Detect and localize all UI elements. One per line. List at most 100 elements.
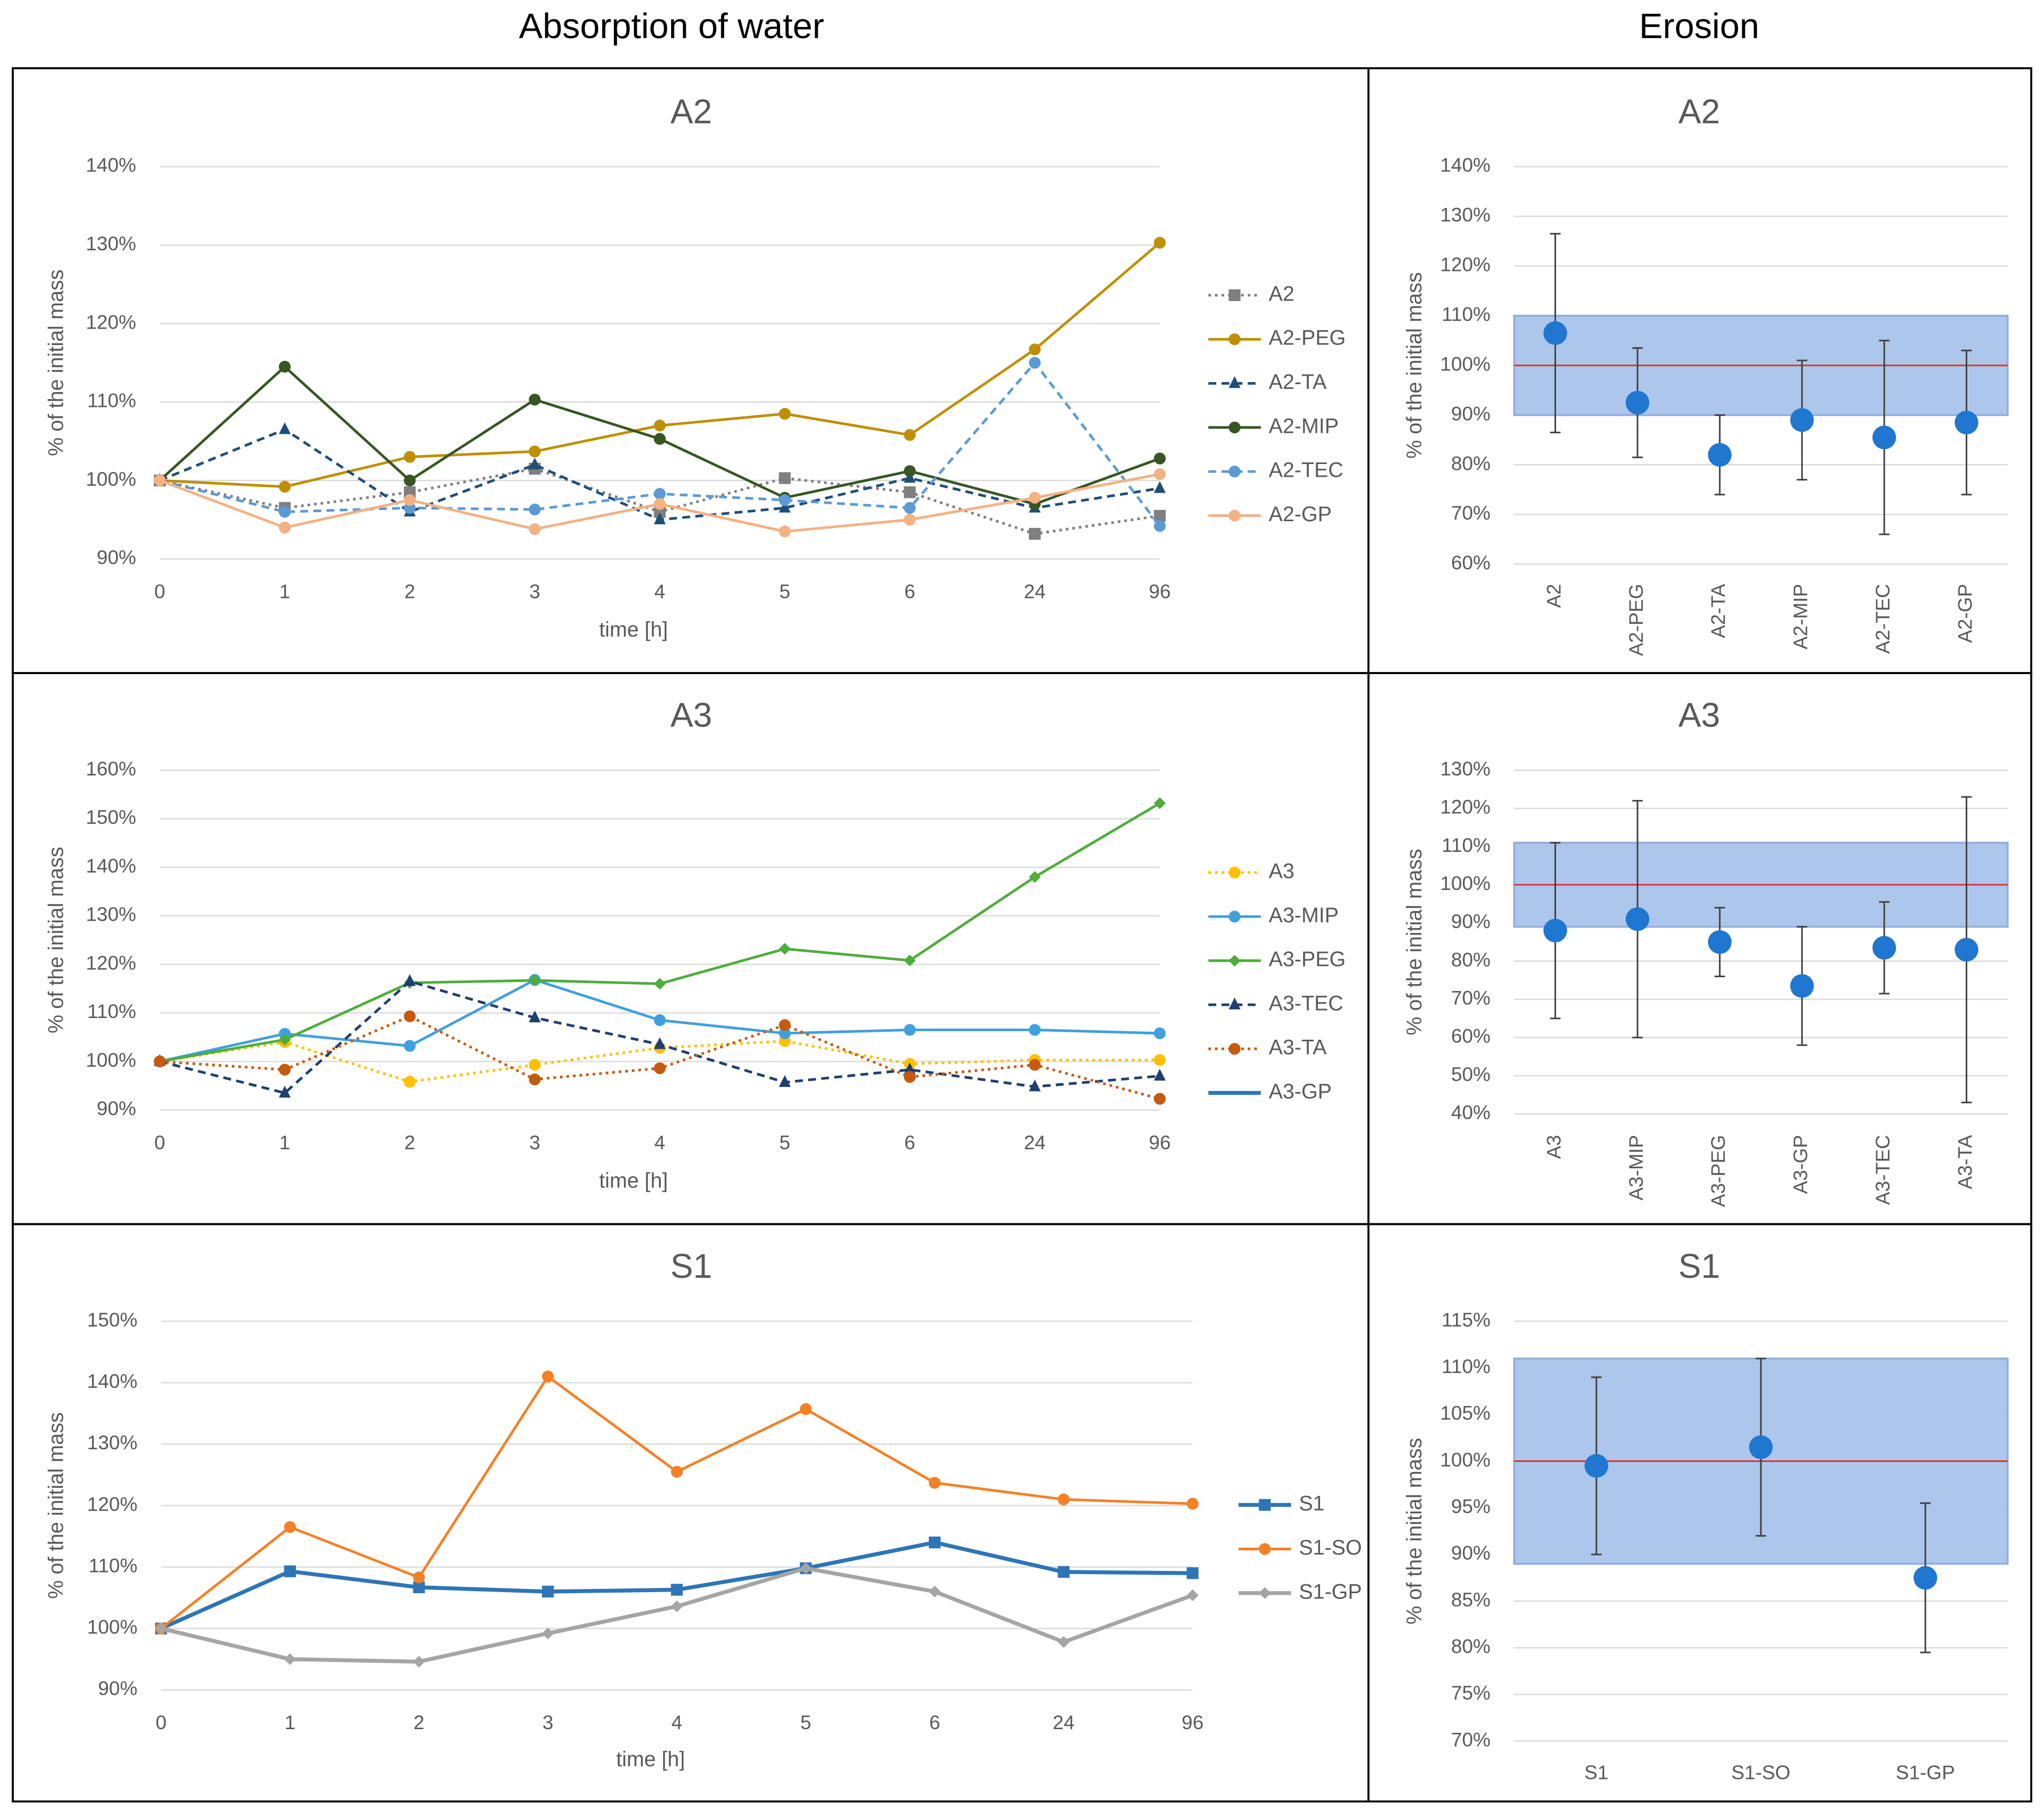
y-tick-label: 110% <box>1442 303 1490 325</box>
x-tick-label: 1 <box>279 1131 291 1153</box>
data-point <box>671 1584 683 1596</box>
y-tick-label: 110% <box>87 389 136 412</box>
data-point <box>800 1403 812 1415</box>
data-point <box>779 407 791 420</box>
x-tick-label: A3-TEC <box>1871 1135 1894 1205</box>
data-point <box>654 1037 666 1049</box>
data-point <box>529 394 541 406</box>
x-tick-label: 24 <box>1024 1131 1045 1153</box>
y-tick-label: 80% <box>1451 948 1490 970</box>
y-tick-label: 90% <box>1451 402 1490 424</box>
data-point <box>903 1071 916 1083</box>
data-point <box>404 974 416 986</box>
data-point <box>413 1581 425 1594</box>
y-tick-label: 110% <box>88 1554 137 1576</box>
x-tick-label: A2-TA <box>1707 584 1729 638</box>
data-point <box>779 1027 791 1040</box>
legend-label: A2-PEG <box>1269 326 1345 350</box>
data-point <box>1154 468 1166 480</box>
data-point <box>278 1064 291 1076</box>
legend-marker <box>1228 866 1241 879</box>
x-tick-label: 1 <box>285 1711 296 1733</box>
legend-label: A2-TEC <box>1269 459 1343 482</box>
legend-label: A2-TA <box>1269 370 1327 394</box>
x-tick-label: A3-PEG <box>1707 1135 1729 1207</box>
y-tick-label: 80% <box>1451 452 1490 474</box>
chart-title: A2 <box>671 93 712 131</box>
y-tick-label: 90% <box>97 546 136 568</box>
data-point <box>278 1086 291 1098</box>
y-axis-label: % of the initial mass <box>1403 1438 1426 1624</box>
column-title: Erosion <box>1639 6 1759 46</box>
data-point <box>1584 1454 1608 1478</box>
data-point <box>1154 1093 1166 1105</box>
x-tick-label: 1 <box>279 580 291 603</box>
x-tick-label: A3-TA <box>1953 1135 1976 1189</box>
data-point <box>1029 343 1041 356</box>
y-tick-label: 85% <box>1451 1588 1490 1611</box>
x-tick-label: A3 <box>1542 1135 1564 1159</box>
x-axis-label: time [h] <box>599 1169 668 1193</box>
data-point <box>529 1059 541 1071</box>
data-point <box>1029 528 1041 540</box>
y-tick-label: 130% <box>1440 757 1490 779</box>
data-point <box>278 422 291 434</box>
y-tick-label: 70% <box>1451 502 1490 524</box>
data-point <box>529 523 541 535</box>
data-point <box>1154 237 1166 249</box>
data-point <box>1154 481 1166 493</box>
x-tick-label: 4 <box>672 1711 683 1733</box>
data-point <box>529 446 541 458</box>
x-tick-label: 5 <box>779 1131 790 1153</box>
data-point <box>542 1370 554 1383</box>
chart-title: A2 <box>1678 93 1720 131</box>
y-tick-label: 120% <box>87 1493 138 1515</box>
data-point <box>1154 797 1166 810</box>
data-point <box>1749 1435 1773 1459</box>
data-point <box>153 1055 166 1068</box>
y-axis-label: % of the initial mass <box>1403 849 1426 1035</box>
data-point <box>928 1536 941 1549</box>
data-point <box>1187 1497 1199 1510</box>
x-tick-label: 96 <box>1149 1131 1171 1153</box>
data-point <box>1029 357 1041 369</box>
data-point <box>284 1521 296 1533</box>
legend-marker <box>1228 376 1241 388</box>
legend-marker <box>1228 510 1241 522</box>
x-tick-label: 2 <box>404 580 415 603</box>
data-point <box>1708 930 1732 954</box>
y-tick-label: 140% <box>1440 154 1490 176</box>
y-tick-label: 130% <box>87 1431 138 1453</box>
y-tick-label: 95% <box>1451 1495 1490 1518</box>
panel-frame <box>1367 1223 2032 1803</box>
y-tick-label: 150% <box>86 806 136 828</box>
x-tick-label: 24 <box>1053 1711 1074 1733</box>
y-tick-label: 80% <box>1451 1635 1490 1657</box>
data-point <box>153 474 166 487</box>
x-tick-label: S1-SO <box>1731 1761 1790 1783</box>
x-tick-label: S1 <box>1585 1761 1609 1783</box>
data-point <box>1955 938 1978 962</box>
x-tick-label: A3-GP <box>1789 1135 1812 1194</box>
data-point <box>1029 1079 1041 1092</box>
y-tick-label: 110% <box>1442 834 1490 856</box>
y-tick-label: 115% <box>1442 1309 1490 1331</box>
data-point <box>654 433 666 445</box>
data-point <box>779 472 791 484</box>
y-tick-label: 100% <box>86 468 136 490</box>
y-tick-label: 120% <box>86 951 136 974</box>
y-tick-label: 70% <box>1451 1728 1490 1750</box>
legend-marker <box>1259 1543 1271 1555</box>
y-tick-label: 90% <box>1451 1542 1490 1564</box>
y-tick-label: 120% <box>1440 796 1490 818</box>
legend-marker <box>1259 1587 1271 1599</box>
legend-label: A2-GP <box>1269 503 1332 526</box>
data-point <box>654 488 666 500</box>
data-point <box>1872 935 1896 960</box>
data-point <box>1154 452 1166 465</box>
y-tick-label: 130% <box>86 232 136 255</box>
data-point <box>1154 510 1166 522</box>
data-point <box>903 465 916 477</box>
legend-marker <box>1228 289 1241 302</box>
